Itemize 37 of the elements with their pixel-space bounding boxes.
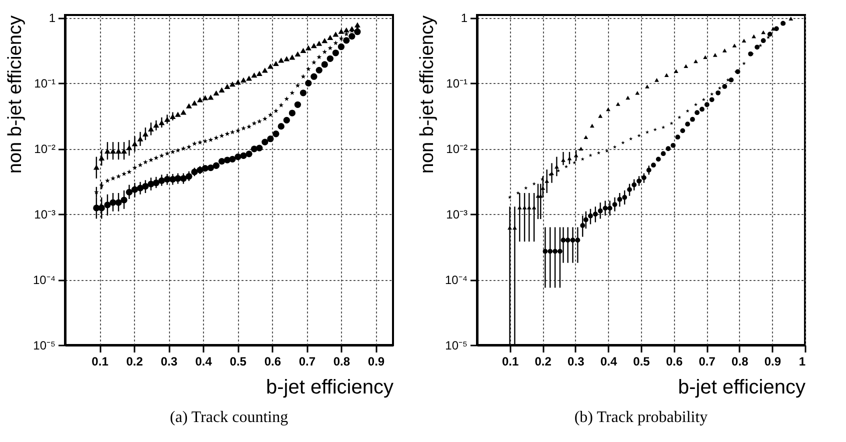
- x-tick-label: 0.1: [92, 354, 109, 368]
- y-tick-label: 10⁻¹: [446, 76, 468, 91]
- y-tick-label: 1: [48, 11, 56, 26]
- x-tick-label: 0.8: [333, 354, 350, 368]
- x-tick-label: 0.6: [666, 354, 683, 368]
- x-tick-label: 0.4: [195, 354, 212, 368]
- x-axis-title: b-jet efficiency: [678, 376, 806, 398]
- text: (a) Track counting: [170, 409, 288, 426]
- x-tick-label: 0.3: [568, 354, 585, 368]
- x-tick-label: 0.5: [633, 354, 650, 368]
- x-tick-label: 0.9: [764, 354, 782, 368]
- x-tick-label: 0.9: [368, 354, 385, 368]
- y-tick-label: 10⁻³: [446, 208, 468, 222]
- y-axis-title: non b-jet efficiency: [416, 15, 438, 174]
- y-tick-label: 10⁻⁴: [32, 273, 56, 288]
- x-tick-label: 0.2: [126, 354, 144, 368]
- x-tick-label: 0.3: [160, 354, 178, 368]
- x-tick-label: 0.6: [264, 354, 282, 368]
- y-tick-label: 10⁻⁴: [444, 273, 468, 288]
- x-tick-label: 0.7: [698, 354, 716, 368]
- x-tick-label: 1: [798, 354, 806, 368]
- x-tick-label: 0.7: [298, 354, 316, 368]
- y-tick-label: 10⁻¹: [34, 76, 56, 91]
- x-tick-label: 0.5: [230, 354, 247, 368]
- x-tick-label: 0.8: [732, 354, 749, 368]
- x-tick-label: 0.1: [502, 354, 519, 368]
- y-tick-label: 10⁻⁵: [445, 338, 468, 352]
- y-tick-label: 1: [460, 11, 468, 26]
- x-tick-label: 0.2: [534, 354, 552, 368]
- y-tick-label: 10⁻²: [446, 142, 468, 156]
- y-tick-label: 10⁻³: [34, 208, 56, 222]
- y-tick-label: 10⁻²: [34, 142, 56, 156]
- y-axis-title: non b-jet efficiency: [4, 15, 26, 174]
- x-tick-label: 0.4: [600, 354, 618, 368]
- x-axis-title: b-jet efficiency: [266, 376, 394, 398]
- text: (b) Track probability: [574, 409, 708, 426]
- y-tick-label: 10⁻⁵: [33, 338, 56, 352]
